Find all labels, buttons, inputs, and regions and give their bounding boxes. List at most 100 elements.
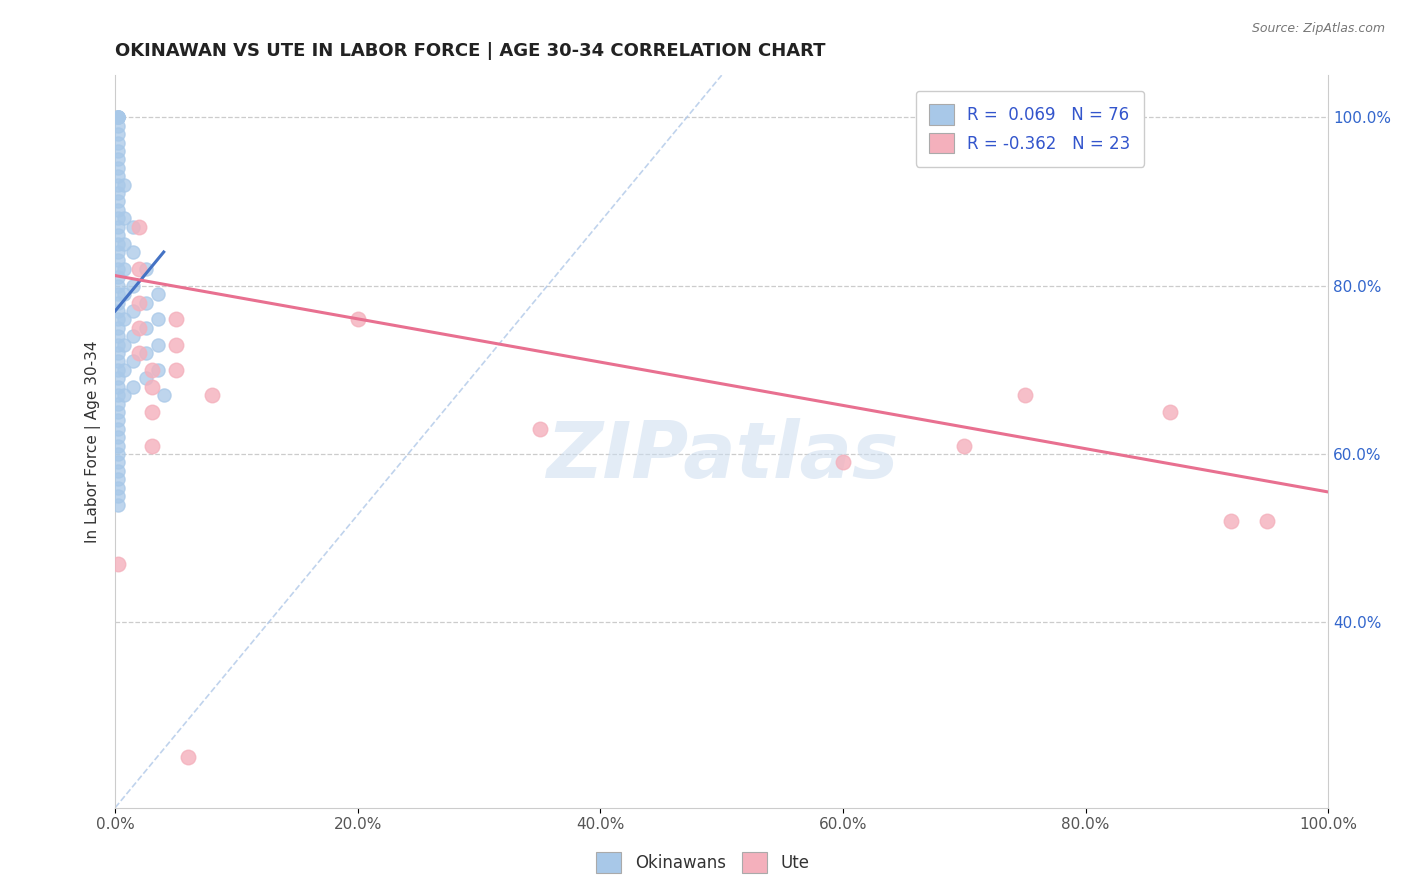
Point bbox=[107, 219, 129, 234]
Point bbox=[107, 178, 129, 192]
Point bbox=[953, 439, 976, 453]
Point bbox=[107, 169, 129, 184]
Point bbox=[122, 380, 145, 394]
Point bbox=[107, 430, 129, 444]
Point bbox=[107, 278, 129, 293]
Point bbox=[134, 346, 156, 360]
Point bbox=[177, 750, 200, 764]
Point bbox=[107, 320, 129, 334]
Point bbox=[107, 329, 129, 343]
Point bbox=[107, 245, 129, 260]
Point bbox=[122, 304, 145, 318]
Point bbox=[128, 261, 150, 276]
Point bbox=[201, 388, 224, 402]
Point bbox=[107, 194, 129, 209]
Point bbox=[107, 119, 129, 133]
Point bbox=[134, 320, 156, 334]
Point bbox=[112, 178, 135, 192]
Point bbox=[1159, 405, 1181, 419]
Point bbox=[107, 481, 129, 495]
Point bbox=[112, 261, 135, 276]
Point bbox=[107, 111, 129, 125]
Point bbox=[107, 270, 129, 285]
Point bbox=[141, 405, 163, 419]
Legend: Okinawans, Ute: Okinawans, Ute bbox=[589, 846, 817, 880]
Point bbox=[134, 371, 156, 385]
Point bbox=[107, 228, 129, 243]
Point bbox=[165, 363, 187, 377]
Point bbox=[107, 413, 129, 427]
Point bbox=[107, 396, 129, 410]
Point bbox=[107, 354, 129, 368]
Point bbox=[107, 161, 129, 175]
Legend: R =  0.069   N = 76, R = -0.362   N = 23: R = 0.069 N = 76, R = -0.362 N = 23 bbox=[915, 91, 1144, 167]
Point bbox=[107, 498, 129, 512]
Text: ZIPatlas: ZIPatlas bbox=[546, 418, 898, 494]
Point bbox=[146, 363, 169, 377]
Point bbox=[112, 236, 135, 251]
Point bbox=[107, 211, 129, 226]
Point bbox=[146, 337, 169, 351]
Point bbox=[128, 346, 150, 360]
Point bbox=[107, 186, 129, 200]
Point bbox=[112, 363, 135, 377]
Point bbox=[134, 295, 156, 310]
Point bbox=[346, 312, 368, 326]
Point bbox=[122, 329, 145, 343]
Point bbox=[122, 354, 145, 368]
Point bbox=[1014, 388, 1036, 402]
Point bbox=[107, 144, 129, 158]
Text: OKINAWAN VS UTE IN LABOR FORCE | AGE 30-34 CORRELATION CHART: OKINAWAN VS UTE IN LABOR FORCE | AGE 30-… bbox=[115, 42, 825, 60]
Point bbox=[128, 295, 150, 310]
Point bbox=[141, 439, 163, 453]
Point bbox=[107, 371, 129, 385]
Point bbox=[112, 312, 135, 326]
Point bbox=[122, 278, 145, 293]
Point bbox=[107, 363, 129, 377]
Point bbox=[107, 202, 129, 217]
Point bbox=[107, 136, 129, 150]
Point bbox=[107, 346, 129, 360]
Point bbox=[128, 320, 150, 334]
Point bbox=[107, 472, 129, 486]
Point bbox=[107, 388, 129, 402]
Point bbox=[107, 447, 129, 461]
Point bbox=[107, 405, 129, 419]
Point bbox=[165, 312, 187, 326]
Point bbox=[107, 261, 129, 276]
Point bbox=[107, 111, 129, 125]
Point bbox=[107, 127, 129, 141]
Point bbox=[107, 253, 129, 268]
Point bbox=[128, 219, 150, 234]
Point bbox=[122, 219, 145, 234]
Point bbox=[146, 312, 169, 326]
Point bbox=[107, 422, 129, 436]
Point bbox=[107, 337, 129, 351]
Point bbox=[165, 337, 187, 351]
Point bbox=[832, 455, 855, 469]
Point bbox=[1220, 515, 1243, 529]
Text: Source: ZipAtlas.com: Source: ZipAtlas.com bbox=[1251, 22, 1385, 36]
Point bbox=[1256, 515, 1278, 529]
Point bbox=[107, 557, 129, 571]
Point bbox=[112, 337, 135, 351]
Point bbox=[107, 236, 129, 251]
Point bbox=[107, 489, 129, 503]
Point bbox=[122, 245, 145, 260]
Point bbox=[152, 388, 174, 402]
Point bbox=[141, 380, 163, 394]
Point bbox=[141, 363, 163, 377]
Point bbox=[107, 153, 129, 167]
Point bbox=[107, 380, 129, 394]
Point bbox=[134, 261, 156, 276]
Point bbox=[146, 287, 169, 301]
Point bbox=[107, 439, 129, 453]
Point bbox=[112, 211, 135, 226]
Point bbox=[107, 304, 129, 318]
Point bbox=[107, 287, 129, 301]
Point bbox=[107, 295, 129, 310]
Point bbox=[107, 312, 129, 326]
Point bbox=[107, 111, 129, 125]
Point bbox=[107, 455, 129, 469]
Point bbox=[112, 388, 135, 402]
